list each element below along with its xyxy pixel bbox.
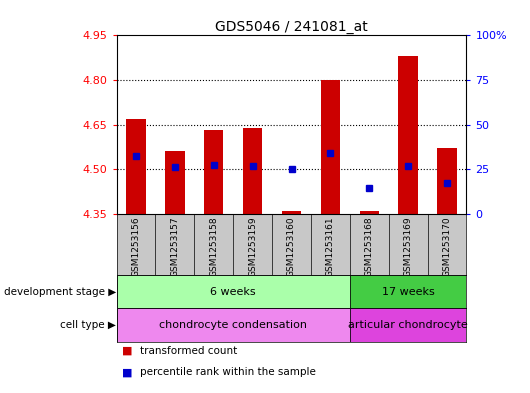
Bar — [165, 151, 184, 214]
Bar — [282, 211, 301, 214]
Text: ■: ■ — [122, 346, 132, 356]
Text: GSM1253157: GSM1253157 — [171, 217, 179, 277]
Text: GSM1253156: GSM1253156 — [131, 217, 140, 277]
Text: GSM1253160: GSM1253160 — [287, 217, 296, 277]
Text: 17 weeks: 17 weeks — [382, 287, 435, 297]
Bar — [204, 130, 224, 214]
Bar — [243, 127, 262, 214]
Bar — [350, 309, 466, 342]
Text: GSM1253158: GSM1253158 — [209, 217, 218, 277]
Text: development stage ▶: development stage ▶ — [4, 287, 116, 297]
Bar — [117, 309, 350, 342]
Bar — [359, 211, 379, 214]
Text: GSM1253161: GSM1253161 — [326, 217, 335, 277]
Bar — [321, 80, 340, 214]
Bar — [117, 275, 350, 309]
Bar — [350, 275, 466, 309]
Text: chondrocyte condensation: chondrocyte condensation — [159, 320, 307, 330]
Text: GSM1253169: GSM1253169 — [404, 217, 412, 277]
Text: 6 weeks: 6 weeks — [210, 287, 256, 297]
Text: GSM1253168: GSM1253168 — [365, 217, 374, 277]
Text: percentile rank within the sample: percentile rank within the sample — [140, 367, 316, 377]
Bar — [126, 119, 146, 214]
Text: ■: ■ — [122, 367, 132, 377]
Text: GSM1253170: GSM1253170 — [443, 217, 452, 277]
Title: GDS5046 / 241081_at: GDS5046 / 241081_at — [215, 20, 368, 34]
Bar — [437, 148, 457, 214]
Text: GSM1253159: GSM1253159 — [248, 217, 257, 277]
Text: transformed count: transformed count — [140, 346, 237, 356]
Bar — [399, 56, 418, 214]
Text: cell type ▶: cell type ▶ — [60, 320, 116, 330]
Text: articular chondrocyte: articular chondrocyte — [348, 320, 468, 330]
